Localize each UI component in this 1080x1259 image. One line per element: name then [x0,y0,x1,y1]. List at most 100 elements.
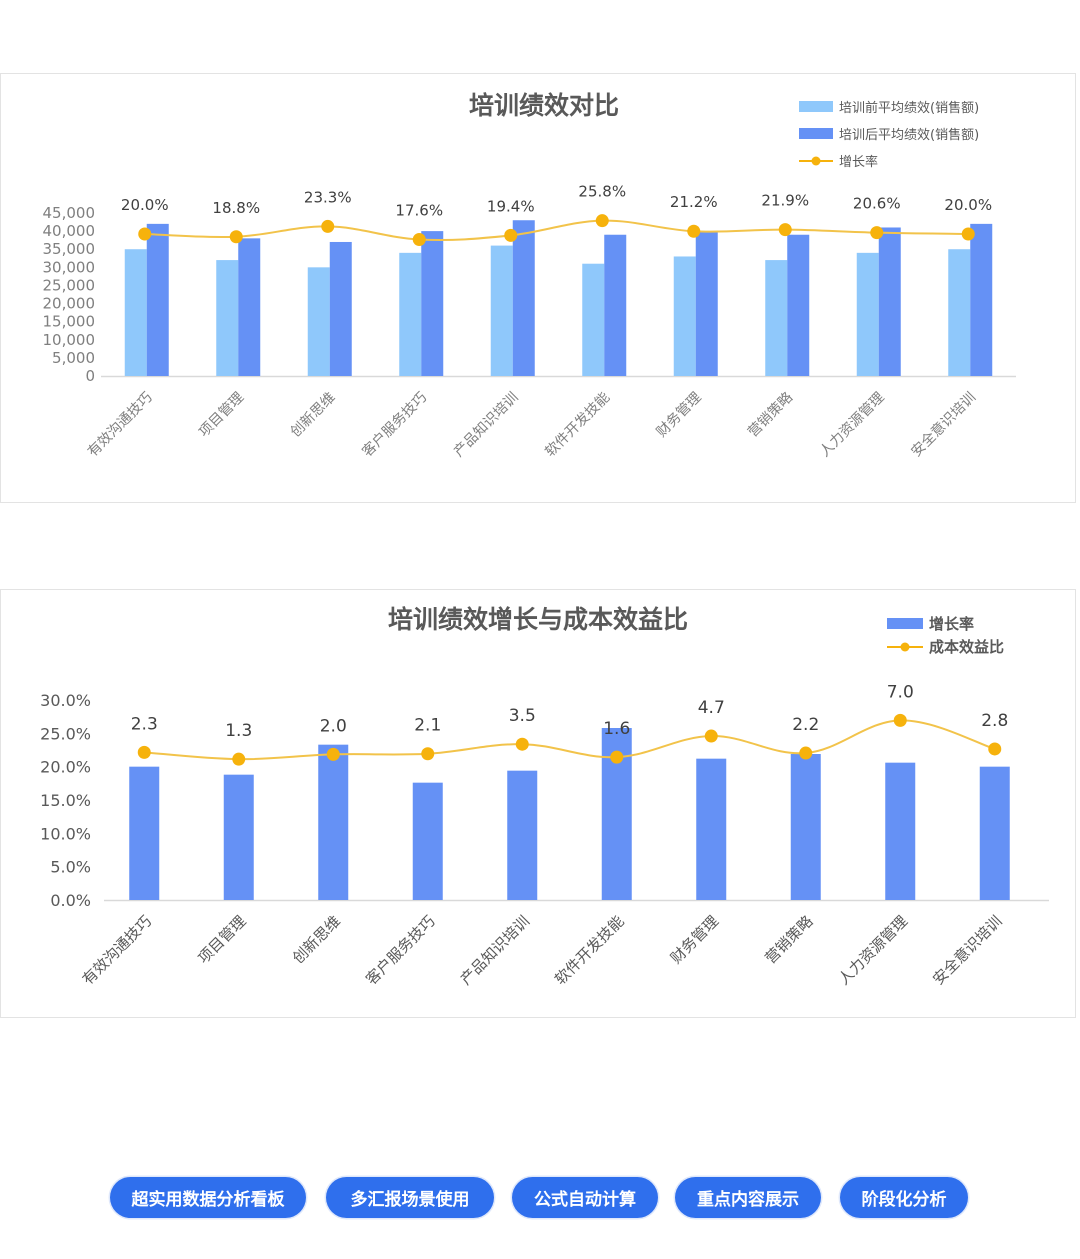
feature-tag-button[interactable]: 重点内容展示 [675,1177,821,1218]
bar-growth-rate[interactable] [223,774,254,900]
growth-rate-label: 21.2% [670,193,718,211]
bar-before-training[interactable] [124,249,147,376]
x-axis-category-label: 财务管理 [667,912,722,967]
growth-rate-label: 25.8% [578,183,626,201]
cost-benefit-label: 3.5 [509,706,536,726]
bar-before-training[interactable] [582,263,605,376]
bar-growth-rate[interactable] [790,754,821,900]
bar-after-training[interactable] [604,234,627,376]
bar-after-training[interactable] [421,231,444,376]
growth-rate-marker[interactable] [412,233,426,247]
growth-rate-marker[interactable] [138,227,152,241]
growth-rate-marker[interactable] [961,227,975,241]
bar-before-training[interactable] [307,267,330,376]
bar-growth-rate[interactable] [412,782,443,900]
bar-before-training[interactable] [490,245,513,376]
growth-rate-label: 17.6% [395,202,443,220]
y-axis-tick: 30.0% [40,691,91,710]
chart-panel-performance-comparison: 培训绩效对比 培训前平均绩效(销售额) 培训后平均绩效(销售额) 增长率 45,000 4… [0,73,1076,503]
y-axis-tick: 40,000 [43,222,96,240]
cost-benefit-label: 2.0 [320,716,347,736]
feature-tag-button[interactable]: 公式自动计算 [512,1177,658,1218]
growth-rate-marker[interactable] [229,230,243,244]
cost-benefit-marker[interactable] [610,750,624,764]
bar-before-training[interactable] [399,252,422,376]
bar-before-training[interactable] [216,260,239,376]
feature-tag-button[interactable]: 超实用数据分析看板 [110,1177,306,1218]
feature-tag-button[interactable]: 多汇报场景使用 [326,1177,494,1218]
bar-before-training[interactable] [948,249,971,376]
x-axis-category-label: 创新思维 [289,912,344,967]
bar-growth-rate[interactable] [696,758,727,900]
chart-legend: 培训前平均绩效(销售额) 培训后平均绩效(销售额) 增长率 [799,100,979,170]
growth-rate-label: 20.0% [121,196,169,214]
bar-growth-rate[interactable] [129,766,160,900]
y-axis-tick: 15.0% [40,791,91,810]
bar-group [399,231,444,376]
bar-after-training[interactable] [238,238,261,376]
bar-group [856,227,901,376]
x-axis-category-label: 安全意识培训 [929,912,1005,988]
cost-benefit-marker[interactable] [893,713,907,727]
y-axis-tick: 20,000 [43,295,96,313]
bar-after-training[interactable] [878,227,901,376]
cost-benefit-label: 1.6 [603,719,630,739]
bar-group [490,220,535,376]
growth-rate-label: 18.8% [212,199,260,217]
cost-benefit-marker[interactable] [137,745,151,759]
growth-rate-marker[interactable] [870,226,884,240]
cost-benefit-marker[interactable] [326,747,340,761]
bar-after-training[interactable] [787,234,810,376]
bar-after-training[interactable] [329,241,352,376]
bar-after-training[interactable] [695,231,718,376]
bar-growth-rate[interactable] [979,766,1010,900]
feature-tag-label: 超实用数据分析看板 [131,1190,285,1210]
growth-rate-marker[interactable] [687,224,701,238]
legend-label: 增长率 [839,154,878,170]
chart-title: 培训绩效对比 [469,91,619,120]
x-axis-category-label: 创新思维 [288,390,339,441]
bar-after-training[interactable] [512,220,535,376]
cost-benefit-label: 2.2 [792,715,819,735]
growth-rate-marker[interactable] [778,223,792,237]
feature-tag-label: 重点内容展示 [697,1190,799,1210]
cost-benefit-marker[interactable] [421,747,435,761]
cost-benefit-label: 1.3 [225,721,252,741]
bar-group [673,231,718,376]
growth-rate-marker[interactable] [321,219,335,233]
feature-tag-button[interactable]: 阶段化分析 [840,1177,968,1218]
bar-after-training[interactable] [970,223,993,376]
growth-rate-marker[interactable] [504,228,518,242]
x-axis-category-label: 安全意识培训 [908,389,979,460]
bar-group [216,238,261,376]
bar-before-training[interactable] [765,260,788,376]
x-axis-category-label: 项目管理 [194,912,249,967]
y-axis-tick: 30,000 [43,258,96,276]
bar-group [582,234,627,376]
feature-tag-label: 多汇报场景使用 [350,1190,470,1210]
bar-growth-rate[interactable] [318,744,349,900]
x-axis-category-label: 财务管理 [654,390,705,441]
cost-benefit-marker[interactable] [515,737,529,751]
x-axis-category-label: 软件开发技能 [551,912,627,988]
bar-before-training[interactable] [673,256,696,376]
y-axis-tick: 25,000 [43,276,96,294]
x-axis-category-label: 营销策略 [761,912,816,967]
cost-benefit-label: 2.3 [131,714,158,734]
cost-benefit-marker[interactable] [704,729,718,743]
cost-benefit-marker[interactable] [799,746,813,760]
x-axis-category-label: 项目管理 [196,390,247,441]
growth-rate-label: 20.6% [853,195,901,213]
bar-group [307,241,352,376]
legend-marker-icon [900,642,910,652]
x-axis-category-label: 软件开发技能 [542,390,613,461]
bar-after-training[interactable] [146,223,169,376]
feature-tag-bar: 超实用数据分析看板 多汇报场景使用 公式自动计算 重点内容展示 阶段化分析 [0,1177,1080,1219]
cost-benefit-marker[interactable] [232,752,246,766]
bar-before-training[interactable] [856,252,879,376]
cost-benefit-marker[interactable] [988,742,1002,756]
bar-growth-rate[interactable] [507,770,538,900]
bar-growth-rate[interactable] [885,762,916,900]
growth-rate-marker[interactable] [595,214,609,228]
